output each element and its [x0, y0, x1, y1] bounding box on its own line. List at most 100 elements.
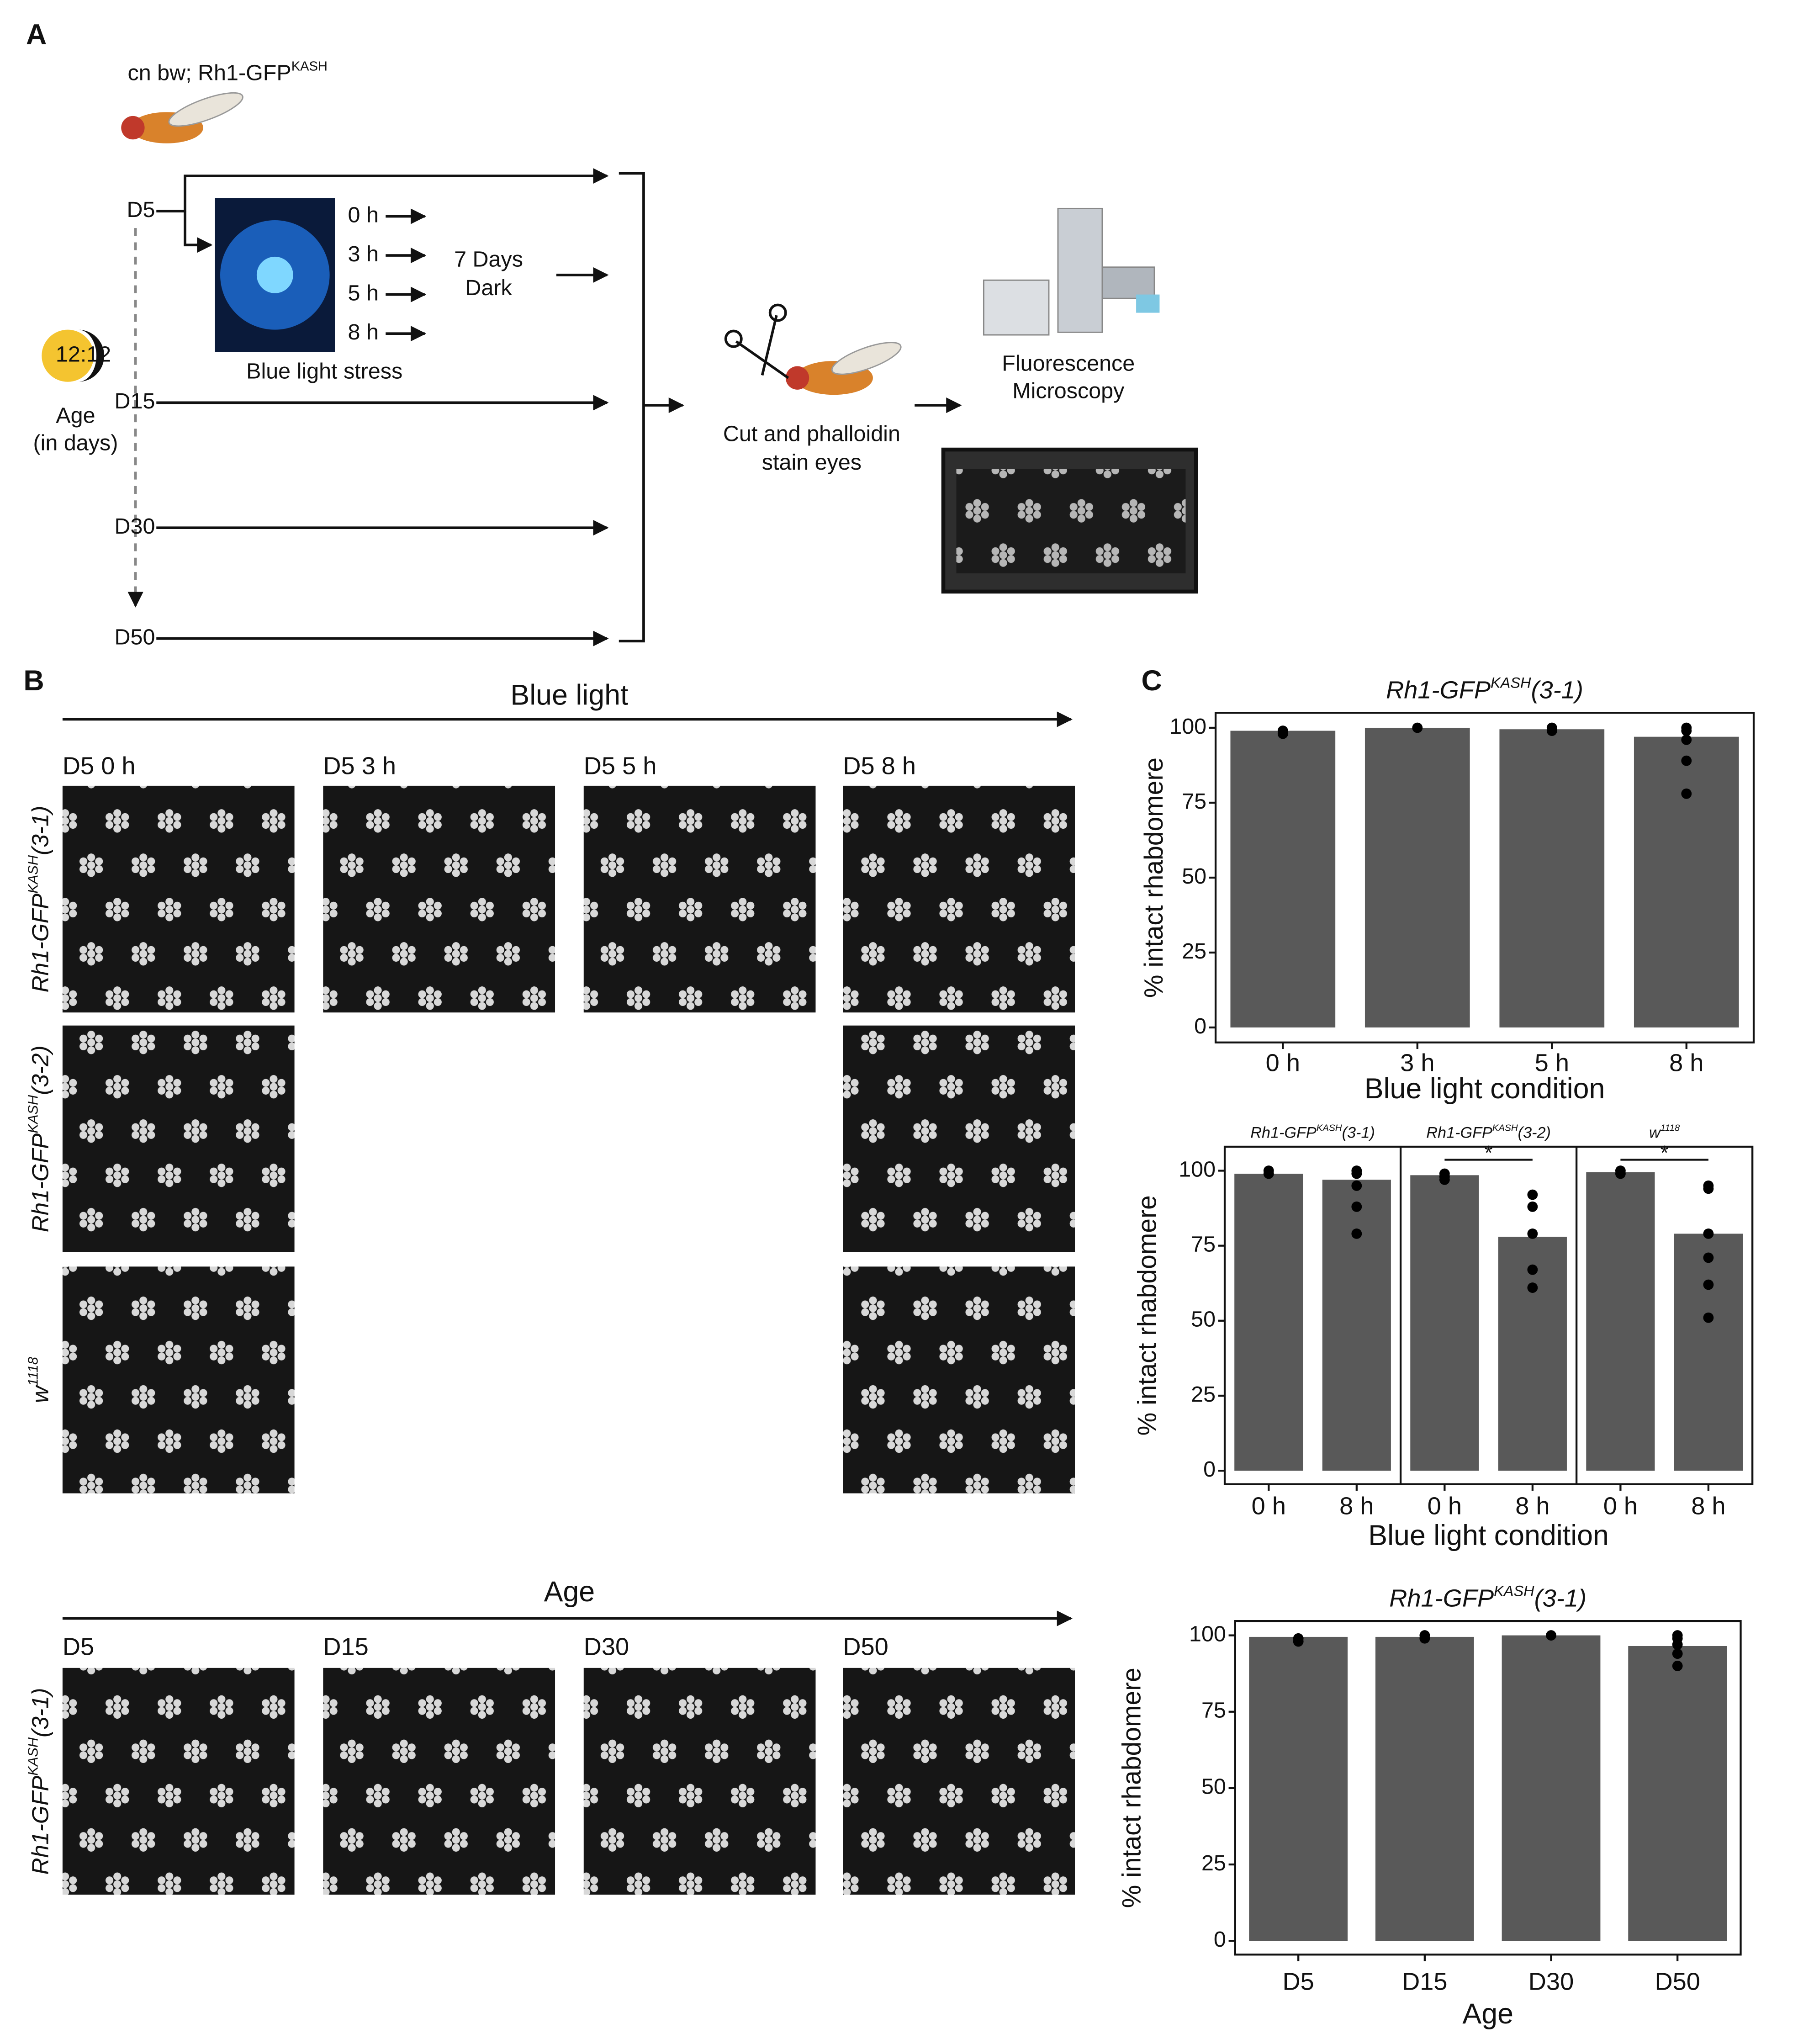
x-tick-label: 8 h — [1515, 1492, 1549, 1520]
x-axis-label: Blue light condition — [1364, 1073, 1605, 1105]
data-point — [1527, 1201, 1538, 1212]
bar — [1498, 1236, 1567, 1471]
micrograph — [843, 1266, 1075, 1493]
light-cycle-label: 12:12 — [56, 342, 111, 366]
x-tick-label: 0 h — [1603, 1492, 1638, 1520]
chart-title-part: KASH — [1494, 1583, 1534, 1599]
y-tick-label: 50 — [1191, 1307, 1216, 1332]
micrograph — [843, 1025, 1075, 1252]
data-point — [1527, 1228, 1538, 1239]
dissect-label: Cut and phalloidin — [723, 421, 900, 446]
row-label-part: (3-1) — [27, 1688, 53, 1737]
data-point — [1419, 1630, 1430, 1641]
bar — [1364, 727, 1470, 1027]
y-tick-label: 100 — [1189, 1621, 1226, 1646]
row-label-part: (3-1) — [27, 806, 53, 855]
chart-title: Rh1-GFPKASH(3-1) — [1386, 674, 1583, 704]
y-tick-label: 25 — [1201, 1851, 1226, 1875]
y-tick-label: 75 — [1182, 789, 1206, 814]
row-label-part: (3-2) — [27, 1045, 53, 1095]
significance-label: * — [1485, 1141, 1493, 1165]
chart-title-part: (3-1) — [1534, 1585, 1586, 1612]
facet-title: Rh1-GFPKASH(3-1) — [1250, 1123, 1375, 1141]
column-label: D5 8 h — [843, 752, 916, 779]
data-point — [1703, 1252, 1714, 1263]
data-point — [1412, 722, 1423, 733]
micrograph — [62, 1025, 295, 1252]
y-tick-label: 75 — [1191, 1232, 1216, 1256]
dark-label: Dark — [465, 275, 512, 300]
data-point — [1681, 725, 1692, 736]
fly-icon — [121, 92, 243, 143]
row-label-part: KASH — [25, 1095, 41, 1133]
column-label: D5 5 h — [584, 752, 657, 779]
data-point — [1439, 1174, 1450, 1185]
row-label-part: Rh1-GFP — [27, 1133, 53, 1233]
data-point — [1681, 755, 1692, 766]
dissection-icon — [724, 303, 902, 395]
data-point — [1546, 1630, 1556, 1641]
panel-label: A — [26, 18, 47, 50]
micrograph — [323, 785, 555, 1013]
stress-time: 8 h — [348, 320, 379, 344]
micrograph — [843, 785, 1075, 1013]
data-point — [1293, 1633, 1304, 1644]
y-tick-label: 50 — [1182, 864, 1206, 889]
chart-title-part: Rh1-GFP — [1386, 677, 1491, 704]
data-point — [1351, 1201, 1362, 1212]
data-point — [1672, 1639, 1683, 1650]
column-label: D5 0 h — [63, 752, 136, 779]
column-label: D5 — [63, 1633, 94, 1660]
bar — [1230, 731, 1336, 1027]
bar — [1234, 1174, 1303, 1471]
section-title: Blue light — [510, 679, 628, 711]
dark-label: 7 Days — [454, 247, 523, 271]
y-tick-label: 0 — [1203, 1457, 1216, 1482]
column-label: D30 — [584, 1633, 629, 1660]
data-point — [1703, 1279, 1714, 1290]
y-tick-label: 100 — [1169, 714, 1206, 739]
data-point — [1703, 1312, 1714, 1323]
x-tick-label: D5 — [1283, 1968, 1314, 1995]
row-label-part: w — [27, 1385, 53, 1403]
facet-title-part: KASH — [1317, 1123, 1342, 1133]
data-point — [1672, 1661, 1683, 1671]
dissect-label: stain eyes — [762, 450, 862, 475]
row-label-part: 1118 — [25, 1357, 41, 1386]
facet-title: Rh1-GFPKASH(3-2) — [1426, 1123, 1551, 1141]
x-tick-label: D30 — [1528, 1968, 1574, 1995]
x-tick-label: 5 h — [1535, 1049, 1569, 1077]
bar — [1502, 1635, 1601, 1941]
stress-time: 0 h — [348, 202, 379, 227]
plot-frame — [1223, 1145, 1754, 1485]
data-point — [1703, 1183, 1714, 1194]
data-point — [1351, 1168, 1362, 1179]
panel-label: C — [1142, 665, 1162, 697]
micrograph — [62, 1668, 295, 1895]
facet-title-part: (3-1) — [1342, 1124, 1375, 1141]
y-tick-label: 50 — [1201, 1774, 1226, 1799]
data-point — [1351, 1228, 1362, 1239]
data-point — [1703, 1228, 1714, 1239]
age-label: (in days) — [33, 430, 118, 455]
bar — [1586, 1172, 1655, 1471]
chart-title-part: (3-1) — [1531, 677, 1583, 704]
facet-title-part: 1118 — [1661, 1123, 1680, 1133]
y-axis-label: % intact rhabdomere — [1117, 1668, 1146, 1908]
data-point — [1672, 1648, 1683, 1659]
x-tick-label: 0 h — [1252, 1492, 1286, 1520]
column-label: D5 3 h — [323, 752, 396, 779]
micrograph — [62, 785, 295, 1013]
x-tick-label: 0 h — [1428, 1492, 1462, 1520]
day-label: D15 — [114, 389, 155, 413]
column-label: D50 — [843, 1633, 888, 1660]
x-axis-label: Age — [1462, 1998, 1513, 2030]
day-label: D5 — [127, 197, 155, 222]
bar — [1499, 729, 1605, 1027]
row-label: Rh1-GFPKASH(3-1) — [25, 1688, 53, 1875]
y-tick-label: 100 — [1179, 1157, 1216, 1181]
micrograph — [583, 1668, 816, 1895]
genotype-label-part: KASH — [291, 59, 328, 74]
